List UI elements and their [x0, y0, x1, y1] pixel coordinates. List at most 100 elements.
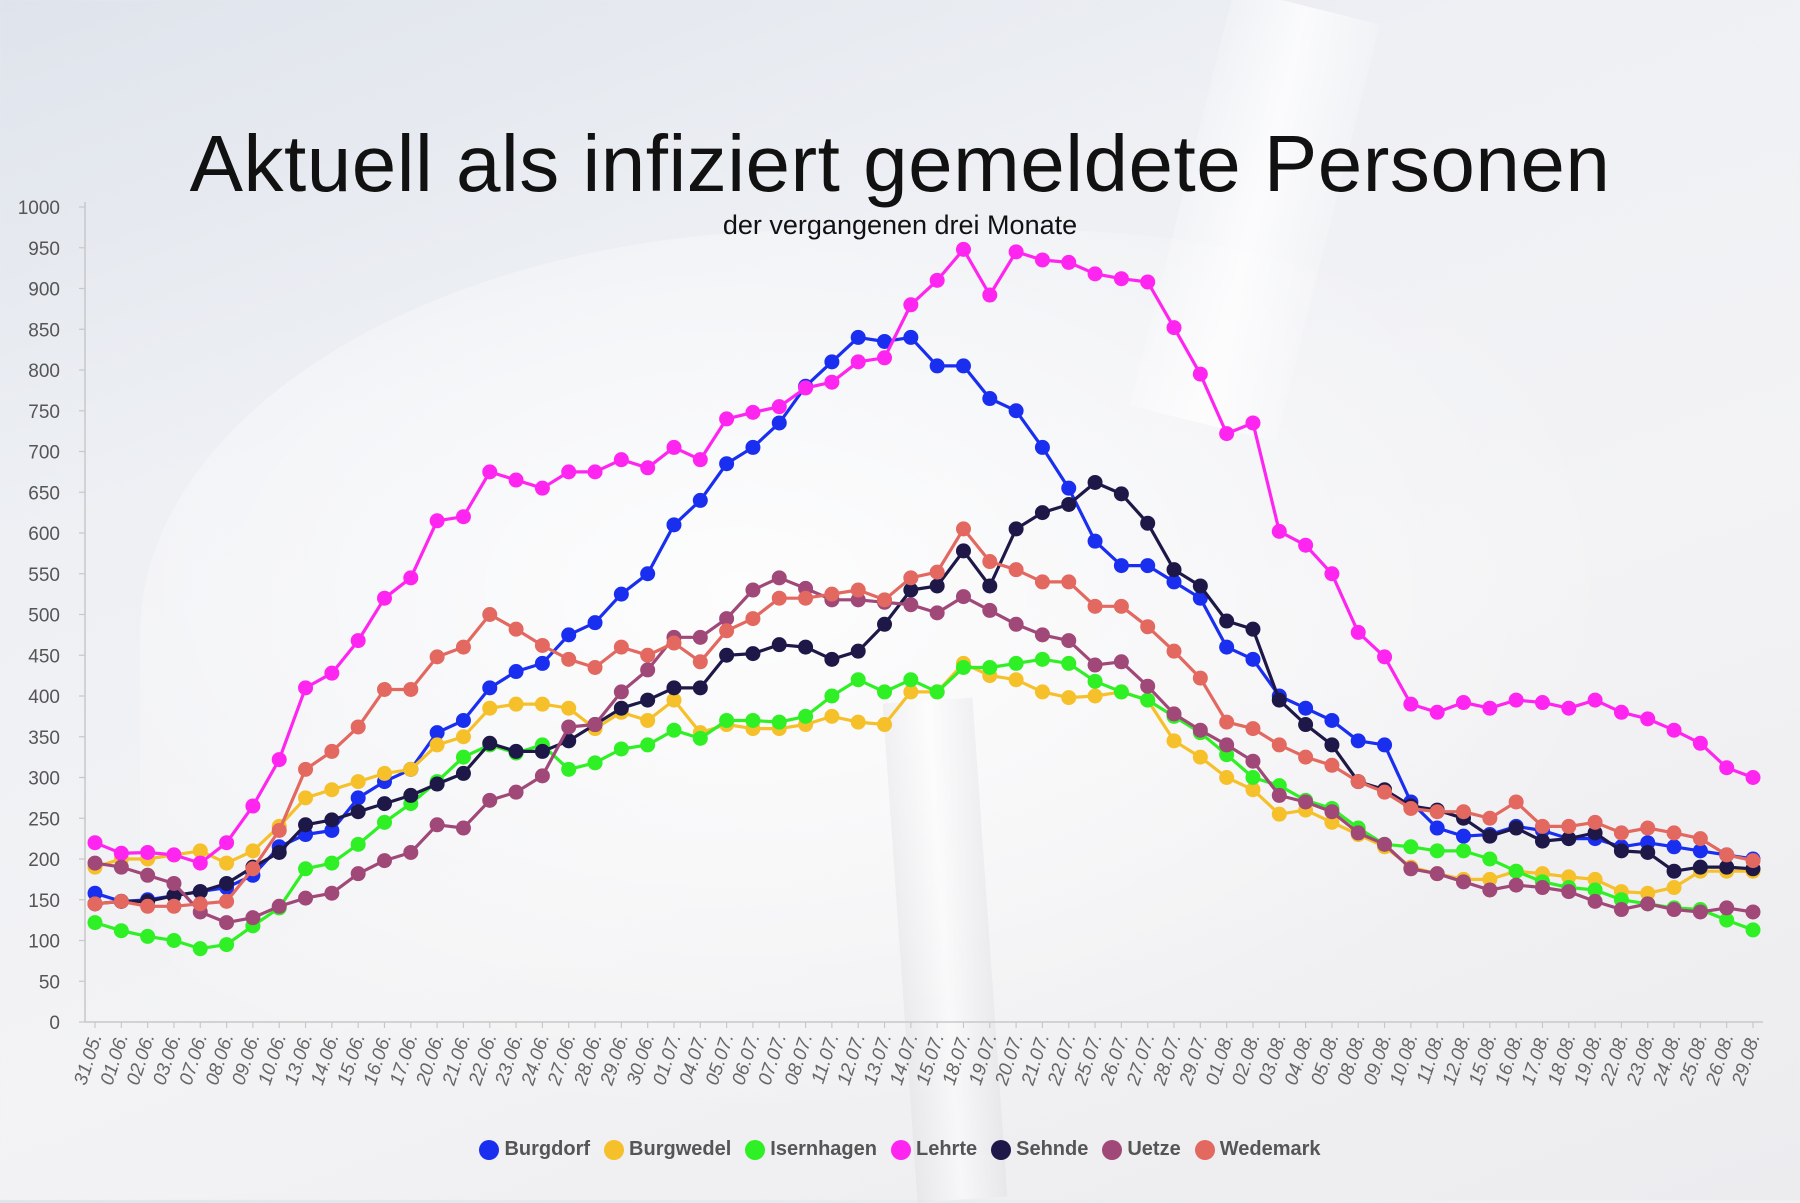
data-point-uetze — [1613, 902, 1629, 918]
data-point-sehnde — [1087, 474, 1103, 490]
data-point-lehrte — [1140, 274, 1156, 290]
data-point-sehnde — [1613, 843, 1629, 859]
data-point-uetze — [613, 684, 629, 700]
data-point-lehrte — [1508, 692, 1524, 708]
y-tick-label: 400 — [28, 687, 60, 708]
data-point-burgdorf — [955, 358, 971, 374]
data-point-lehrte — [824, 374, 840, 390]
data-point-sehnde — [1271, 692, 1287, 708]
data-point-lehrte — [1719, 760, 1735, 776]
data-point-sehnde — [1113, 486, 1129, 502]
chart-subtitle: der vergangenen drei Monate — [722, 210, 1078, 240]
data-point-lehrte — [640, 460, 656, 476]
data-point-lehrte — [1192, 366, 1208, 382]
legend-item-burgdorf[interactable]: Burgdorf — [479, 1138, 590, 1161]
data-point-lehrte — [192, 855, 208, 871]
data-point-burgdorf — [350, 790, 366, 806]
data-point-sehnde — [219, 875, 235, 891]
data-point-isernhagen — [1008, 655, 1024, 671]
data-point-wedemark — [719, 623, 735, 639]
data-point-burgwedel — [429, 737, 445, 753]
data-point-uetze — [1245, 753, 1261, 769]
data-point-wedemark — [140, 898, 156, 914]
data-point-sehnde — [640, 692, 656, 708]
data-point-uetze — [1429, 866, 1445, 882]
data-point-sehnde — [1034, 505, 1050, 521]
legend-item-isernhagen[interactable]: Isernhagen — [745, 1138, 877, 1161]
data-point-lehrte — [219, 835, 235, 851]
legend-item-wedemark[interactable]: Wedemark — [1194, 1138, 1321, 1161]
data-point-lehrte — [1219, 426, 1235, 442]
y-tick-label: 0 — [49, 1013, 60, 1034]
legend-item-burgwedel[interactable]: Burgwedel — [604, 1138, 731, 1161]
data-point-burgwedel — [561, 700, 577, 716]
data-point-burgdorf — [903, 329, 919, 345]
data-point-uetze — [87, 855, 103, 871]
legend-item-sehnde[interactable]: Sehnde — [991, 1138, 1088, 1161]
data-point-burgdorf — [666, 517, 682, 533]
data-point-wedemark — [1271, 737, 1287, 753]
data-point-burgwedel — [1061, 690, 1077, 706]
data-point-burgdorf — [1166, 574, 1182, 590]
data-point-sehnde — [1192, 578, 1208, 594]
data-point-uetze — [1350, 825, 1366, 841]
data-point-sehnde — [982, 578, 998, 594]
data-point-wedemark — [1613, 825, 1629, 841]
y-tick-label: 300 — [28, 769, 60, 790]
data-point-wedemark — [666, 635, 682, 651]
data-point-burgdorf — [613, 586, 629, 602]
data-point-sehnde — [1692, 859, 1708, 875]
data-point-burgdorf — [877, 333, 893, 349]
data-point-lehrte — [1377, 649, 1393, 665]
data-point-sehnde — [850, 643, 866, 659]
data-point-lehrte — [929, 272, 945, 288]
data-point-lehrte — [798, 380, 814, 396]
data-point-burgwedel — [1666, 880, 1682, 896]
data-point-sehnde — [1666, 863, 1682, 879]
data-point-wedemark — [1377, 784, 1393, 800]
data-point-wedemark — [955, 521, 971, 537]
data-point-wedemark — [1508, 794, 1524, 810]
data-point-sehnde — [192, 884, 208, 900]
data-point-wedemark — [982, 554, 998, 570]
data-point-uetze — [140, 867, 156, 883]
y-tick-label: 600 — [28, 524, 60, 545]
data-point-lehrte — [1745, 770, 1761, 785]
data-point-lehrte — [955, 241, 971, 257]
y-tick-label: 900 — [28, 280, 60, 301]
data-point-lehrte — [1403, 696, 1419, 712]
data-point-isernhagen — [771, 714, 787, 730]
chart-legend: Burgdorf Burgwedel Isernhagen Lehrte Sehnde U… — [0, 1138, 1800, 1161]
data-point-lehrte — [1008, 244, 1024, 260]
data-point-sehnde — [534, 743, 550, 759]
data-point-uetze — [1640, 896, 1656, 912]
data-point-burgdorf — [1061, 480, 1077, 496]
data-point-wedemark — [1482, 810, 1498, 826]
data-point-lehrte — [403, 570, 419, 586]
data-point-sehnde — [798, 639, 814, 655]
data-point-isernhagen — [192, 941, 208, 957]
data-point-burgdorf — [1692, 843, 1708, 859]
y-tick-label: 50 — [39, 972, 60, 993]
legend-item-lehrte[interactable]: Lehrte — [890, 1138, 977, 1161]
data-point-isernhagen — [1061, 655, 1077, 671]
data-point-uetze — [1666, 902, 1682, 918]
data-point-wedemark — [798, 590, 814, 606]
data-point-uetze — [1508, 877, 1524, 893]
legend-swatch — [991, 1139, 1012, 1160]
data-point-lehrte — [455, 509, 471, 525]
data-point-sehnde — [166, 888, 182, 904]
legend-item-uetze[interactable]: Uetze — [1102, 1138, 1181, 1161]
data-point-isernhagen — [324, 855, 340, 871]
data-point-burgdorf — [429, 725, 445, 741]
data-point-isernhagen — [692, 730, 708, 746]
data-point-sehnde — [350, 804, 366, 820]
legend-label: Burgdorf — [504, 1138, 591, 1160]
data-point-isernhagen — [455, 749, 471, 765]
data-point-wedemark — [903, 570, 919, 586]
data-point-isernhagen — [929, 684, 945, 700]
legend-label: Uetze — [1127, 1138, 1181, 1160]
data-point-uetze — [771, 570, 787, 586]
data-point-uetze — [429, 817, 445, 833]
